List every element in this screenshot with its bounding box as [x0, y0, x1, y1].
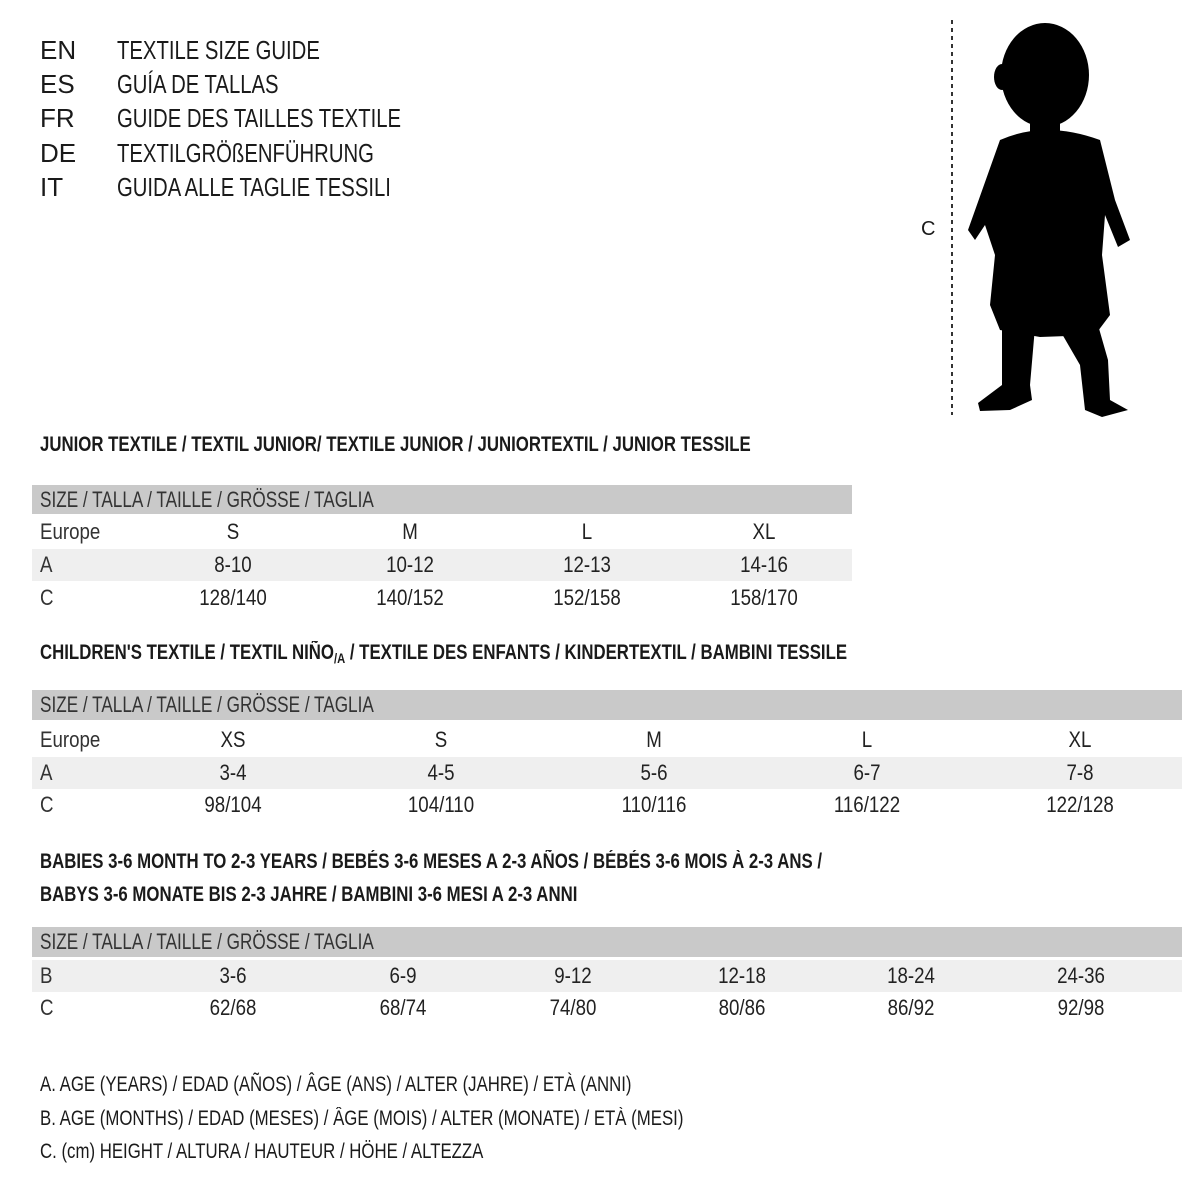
lang-code: DE [40, 138, 77, 168]
table-cell: 12-18 [718, 963, 766, 988]
table-cell: 68/74 [379, 995, 427, 1020]
table-cell: 80/86 [718, 995, 766, 1020]
table-cell: 128/140 [199, 585, 267, 610]
row-label: A [40, 760, 53, 785]
table-cell: 158/170 [730, 585, 798, 610]
table-cell: 86/92 [887, 995, 935, 1020]
row-label: C [40, 585, 54, 610]
table-cell: 104/110 [407, 792, 475, 817]
row-label: Europe [40, 727, 101, 752]
table-cell: XS [220, 727, 246, 752]
babies-section-title-2: BABYS 3-6 MONATE BIS 2-3 JAHRE / BAMBINI… [40, 883, 578, 906]
child-silhouette-icon [951, 20, 1130, 417]
lang-code: ES [40, 69, 75, 99]
table-cell: M [402, 519, 418, 544]
legend-item: B. AGE (MONTHS) / EDAD (MESES) / ÂGE (MO… [40, 1107, 684, 1130]
row-shade [32, 960, 1182, 992]
lang-code: IT [40, 172, 64, 202]
size-header-text: SIZE / TALLA / TAILLE / GRÖSSE / TAGLIA [40, 487, 374, 512]
table-cell: 62/68 [209, 995, 257, 1020]
table-cell: 152/158 [553, 585, 621, 610]
table-cell: 122/128 [1046, 792, 1114, 817]
title-text: GUÍA DE TALLAS [117, 69, 279, 99]
table-cell: 4-5 [427, 760, 455, 785]
table-cell: 6-7 [853, 760, 881, 785]
title-text: TEXTILGRÖßENFÜHRUNG [117, 138, 374, 168]
table-cell: 8-10 [214, 552, 252, 577]
table-cell: 92/98 [1057, 995, 1105, 1020]
table-cell: XL [1068, 727, 1092, 752]
table-cell: 116/122 [833, 792, 901, 817]
size-header-text: SIZE / TALLA / TAILLE / GRÖSSE / TAGLIA [40, 929, 374, 954]
table-cell: XL [752, 519, 776, 544]
table-cell: 74/80 [549, 995, 597, 1020]
height-measure-label: C [921, 218, 936, 240]
table-cell: S [434, 727, 448, 752]
table-cell: 10-12 [386, 552, 434, 577]
table-cell: 98/104 [204, 792, 262, 817]
size-header-text: SIZE / TALLA / TAILLE / GRÖSSE / TAGLIA [40, 692, 374, 717]
table-cell: 3-6 [219, 963, 247, 988]
legend-item: C. (cm) HEIGHT / ALTURA / HAUTEUR / HÖHE… [40, 1140, 484, 1163]
size-header-bar: SIZE / TALLA / TAILLE / GRÖSSE / TAGLIA [32, 690, 1182, 720]
table-cell: L [581, 519, 593, 544]
table-cell: 110/116 [621, 792, 687, 817]
lang-code: FR [40, 103, 75, 133]
table-cell: 12-13 [563, 552, 611, 577]
table-cell: L [861, 727, 873, 752]
row-label: Europe [40, 519, 101, 544]
table-cell: 3-4 [219, 760, 247, 785]
table-cell: 5-6 [640, 760, 668, 785]
row-label: C [40, 995, 54, 1020]
table-cell: S [226, 519, 240, 544]
babies-section-title-1: BABIES 3-6 MONTH TO 2-3 YEARS / BEBÉS 3-… [40, 850, 823, 873]
table-cell: 24-36 [1057, 963, 1105, 988]
row-label: A [40, 552, 53, 577]
row-label: B [40, 963, 53, 988]
lang-code: EN [40, 35, 77, 65]
table-cell: 6-9 [389, 963, 417, 988]
table-cell: 18-24 [887, 963, 935, 988]
junior-section-title: JUNIOR TEXTILE / TEXTIL JUNIOR/ TEXTILE … [40, 433, 751, 456]
title-text: GUIDE DES TAILLES TEXTILE [117, 103, 402, 133]
title-text: GUIDA ALLE TAGLIE TESSILI [117, 172, 391, 202]
table-cell: 7-8 [1066, 760, 1094, 785]
title-text: TEXTILE SIZE GUIDE [117, 35, 320, 65]
row-shade [32, 549, 852, 581]
table-cell: 14-16 [740, 552, 788, 577]
children-section-title: CHILDREN'S TEXTILE / TEXTIL NIÑO/A / TEX… [40, 641, 848, 666]
legend-item: A. AGE (YEARS) / EDAD (AÑOS) / ÂGE (ANS)… [40, 1073, 632, 1096]
size-header-bar: SIZE / TALLA / TAILLE / GRÖSSE / TAGLIA [32, 485, 852, 514]
size-header-bar: SIZE / TALLA / TAILLE / GRÖSSE / TAGLIA [32, 927, 1182, 957]
table-cell: M [646, 727, 662, 752]
row-shade [32, 757, 1182, 789]
table-cell: 140/152 [376, 585, 444, 610]
row-label: C [40, 792, 54, 817]
table-cell: 9-12 [554, 963, 592, 988]
